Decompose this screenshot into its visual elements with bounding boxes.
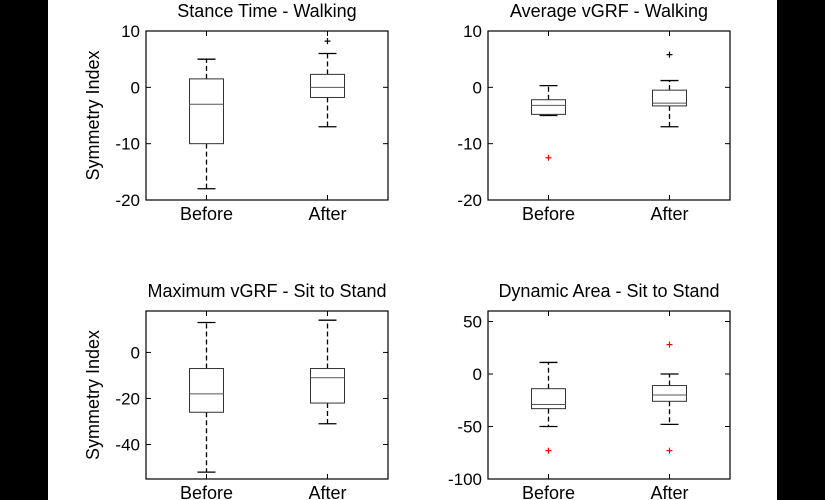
x-tick-label: Before bbox=[180, 204, 233, 224]
x-tick-label: After bbox=[650, 204, 688, 224]
outlier-marker bbox=[666, 447, 673, 454]
iqr-box bbox=[189, 368, 224, 413]
box-before bbox=[189, 58, 224, 190]
box-before bbox=[189, 321, 224, 473]
iqr-box bbox=[531, 99, 566, 115]
plot-frame bbox=[145, 310, 389, 480]
chart-panel: Average vGRF - Walking 10 0 -10 -20 Before Aft… bbox=[457, 1, 731, 224]
y-tick-label: 50 bbox=[463, 313, 482, 332]
chart-panel: Dynamic Area - Sit to Stand 50 0 -50 -100 Bef… bbox=[448, 281, 731, 500]
y-tick-label: -20 bbox=[115, 389, 140, 408]
iqr-box bbox=[189, 78, 224, 145]
y-tick-label: 0 bbox=[131, 343, 140, 362]
chart-title: Maximum vGRF - Sit to Stand bbox=[147, 281, 386, 301]
y-tick-label: -40 bbox=[115, 435, 140, 454]
x-tick-label: Before bbox=[522, 204, 575, 224]
outlier-marker bbox=[545, 447, 552, 454]
chart-panel: Maximum vGRF - Sit to Stand Symmetry Inde… bbox=[83, 281, 389, 500]
outlier-marker bbox=[545, 154, 552, 161]
y-tick-label: 0 bbox=[473, 365, 482, 384]
y-tick-label: -20 bbox=[115, 191, 140, 210]
chart-title: Dynamic Area - Sit to Stand bbox=[498, 281, 719, 301]
y-axis-label: Symmetry Index bbox=[83, 50, 103, 180]
plot-frame bbox=[487, 30, 731, 201]
outlier-marker bbox=[324, 38, 331, 45]
box-before bbox=[531, 84, 566, 161]
iqr-box bbox=[652, 385, 687, 402]
y-tick-label: -10 bbox=[457, 135, 482, 154]
iqr-box bbox=[310, 368, 345, 404]
plot-frame bbox=[487, 310, 731, 480]
y-tick-label: 0 bbox=[131, 78, 140, 97]
y-tick-label: -50 bbox=[457, 418, 482, 437]
y-tick-label: -100 bbox=[448, 470, 482, 489]
figure-background bbox=[48, 0, 777, 500]
iqr-box bbox=[531, 388, 566, 410]
box-after bbox=[652, 341, 687, 454]
x-tick-label: Before bbox=[180, 483, 233, 500]
y-axis-label: Symmetry Index bbox=[83, 330, 103, 460]
box-after bbox=[652, 51, 687, 128]
y-tick-label: 0 bbox=[473, 78, 482, 97]
x-tick-label: After bbox=[650, 483, 688, 500]
box-after bbox=[310, 38, 345, 128]
y-tick-label: -20 bbox=[457, 191, 482, 210]
plot-frame bbox=[145, 30, 389, 201]
x-tick-label: After bbox=[308, 483, 346, 500]
y-tick-label: -10 bbox=[115, 135, 140, 154]
outlier-marker bbox=[666, 341, 673, 348]
box-after bbox=[310, 319, 345, 425]
x-tick-label: After bbox=[308, 204, 346, 224]
y-tick-label: 10 bbox=[463, 22, 482, 41]
box-before bbox=[531, 361, 566, 454]
x-tick-label: Before bbox=[522, 483, 575, 500]
chart-panel: Stance Time - Walking Symmetry Index 10 0 -1… bbox=[83, 1, 389, 224]
y-tick-label: 10 bbox=[121, 22, 140, 41]
chart-title: Stance Time - Walking bbox=[177, 1, 356, 21]
iqr-box bbox=[652, 89, 687, 107]
outlier-marker bbox=[666, 51, 673, 58]
chart-title: Average vGRF - Walking bbox=[510, 1, 708, 21]
iqr-box bbox=[310, 73, 345, 98]
